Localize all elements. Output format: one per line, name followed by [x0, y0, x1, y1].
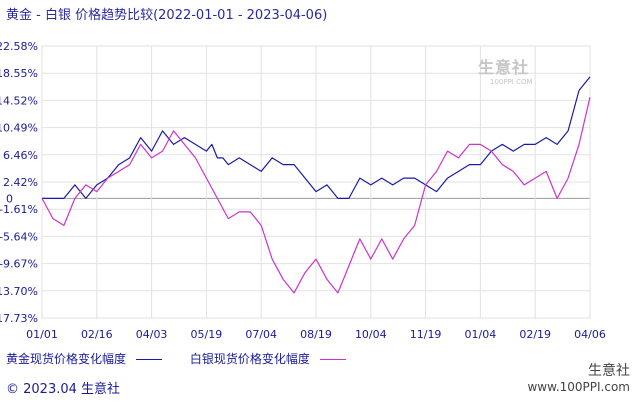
x-tick-label: 02/19 — [519, 328, 551, 341]
x-tick-label: 11/19 — [410, 328, 442, 341]
x-tick-label: 04/06 — [574, 328, 606, 341]
chart-title: 黄金 - 白银 价格趋势比较(2022-01-01 - 2023-04-06) — [6, 8, 328, 23]
zero-label: 0 — [6, 192, 13, 205]
x-tick-label: 08/19 — [300, 328, 332, 341]
series-gold-line — [42, 76, 591, 199]
x-tick-label: 07/04 — [245, 328, 277, 341]
brand: 生意社 www.100PPI.com — [527, 360, 630, 394]
x-tick-label: 10/04 — [355, 328, 387, 341]
y-tick-label: -17.73% — [0, 312, 38, 325]
y-tick-label: 2.42% — [3, 176, 38, 189]
x-tick-label: 05/19 — [191, 328, 223, 341]
legend-gold-swatch — [135, 359, 162, 360]
y-tick-label: 18.55% — [0, 67, 38, 80]
y-tick-label: -13.70% — [0, 285, 38, 298]
y-tick-label: -1.61% — [0, 203, 38, 216]
copyright-text: © 2023.04 生意社 — [6, 382, 121, 397]
legend-item-gold: 黄金现货价格变化幅度 — [6, 350, 162, 367]
brand-url: www.100PPI.com — [527, 380, 630, 394]
legend-silver-swatch — [319, 359, 346, 360]
series-silver-line — [41, 97, 591, 294]
y-tick-label: -9.67% — [0, 258, 38, 271]
y-tick-label: -5.64% — [0, 230, 38, 243]
y-tick-label: 6.46% — [3, 149, 38, 162]
watermark-url: 100PPI.COM — [490, 78, 533, 86]
x-tick-label: 04/03 — [136, 328, 168, 341]
y-tick-label: 10.49% — [0, 122, 38, 135]
legend: 黄金现货价格变化幅度 白银现货价格变化幅度 — [6, 350, 346, 367]
brand-logo-text: 生意社 — [588, 363, 630, 379]
legend-gold-label: 黄金现货价格变化幅度 — [6, 352, 127, 366]
x-tick-label: 01/04 — [465, 328, 497, 341]
footer: © 2023.04 生意社 — [6, 378, 120, 397]
legend-item-silver: 白银现货价格变化幅度 — [190, 350, 346, 367]
legend-silver-label: 白银现货价格变化幅度 — [189, 352, 310, 366]
x-tick-label: 02/16 — [81, 328, 113, 341]
watermark: 生意社 100PPI.COM — [478, 54, 533, 86]
y-tick-label: 14.52% — [0, 94, 38, 107]
y-tick-label: 22.58% — [0, 40, 38, 53]
watermark-name: 生意社 — [478, 58, 530, 77]
x-tick-label: 01/01 — [26, 328, 58, 341]
